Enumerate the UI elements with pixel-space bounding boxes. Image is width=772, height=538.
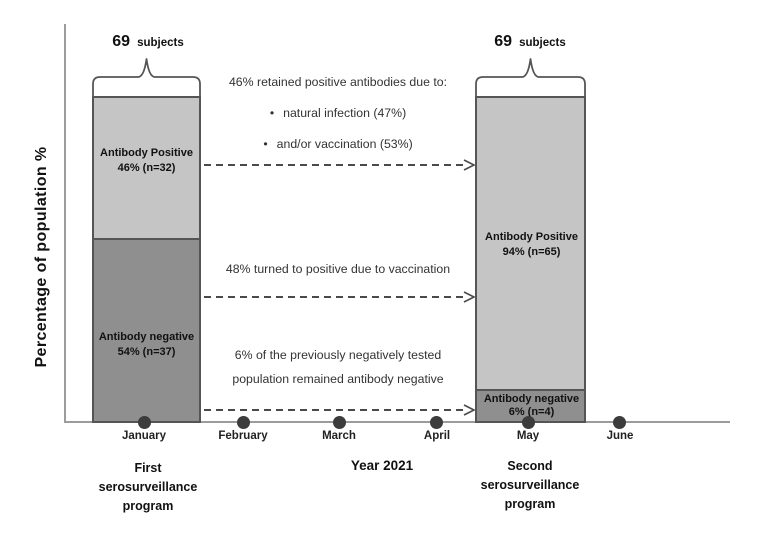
left-subjects-count: 69 <box>112 33 131 50</box>
second-survey-negative-label: Antibody negative 6% (n=4) <box>476 393 587 419</box>
left-brace-icon <box>92 58 201 97</box>
first-survey-positive-label: Antibody Positive 46% (n=32) <box>92 146 201 176</box>
annotation-retained-bullet-2: • and/or vaccination (53%) <box>202 137 474 151</box>
timeline-dot-january <box>138 416 151 429</box>
caption-line: serosurveillance <box>98 480 198 494</box>
second-survey-positive-segment <box>477 98 584 391</box>
annotation-remained-negative-line1: 6% of the previously negatively tested <box>234 348 442 362</box>
month-label-march: March <box>322 430 356 442</box>
caption-line: serosurveillance <box>480 478 580 492</box>
segment-label-text: Antibody negative <box>98 331 195 343</box>
annotation-remained-negative-line2: population remained antibody negative <box>232 372 444 386</box>
bullet-text: natural infection (47%) <box>283 106 407 120</box>
annotation-retained-bullet-1: • natural infection (47%) <box>202 106 474 120</box>
timeline-dot-march <box>333 416 346 429</box>
right-subjects-count: 69 <box>494 33 513 50</box>
caption-line: First <box>134 461 162 475</box>
segment-value-text: 6% (n=4) <box>508 406 555 418</box>
bullet-icon: • <box>269 106 275 120</box>
segment-label-text: Antibody Positive <box>485 231 578 243</box>
dashed-arrow-turned-positive <box>204 291 476 303</box>
first-survey-negative-segment <box>94 240 199 421</box>
x-axis-line <box>64 421 730 423</box>
segment-value-text: 94% (n=65) <box>502 246 561 258</box>
right-brace-icon <box>475 58 586 97</box>
caption-line: Second <box>507 459 553 473</box>
annotation-turned-positive: 48% turned to positive due to vaccinatio… <box>225 262 451 276</box>
timeline-dot-may <box>522 416 535 429</box>
segment-value-text: 54% (n=37) <box>117 346 176 358</box>
left-subjects-label: 69 subjects <box>92 33 204 51</box>
caption-line: program <box>504 497 556 511</box>
y-axis-line <box>64 24 66 423</box>
left-subjects-word: subjects <box>137 37 184 49</box>
year-label: Year 2021 <box>350 458 414 473</box>
second-survey-bar <box>475 96 586 423</box>
segment-label-text: Antibody Positive <box>100 147 193 159</box>
bullet-text: and/or vaccination (53%) <box>276 137 413 151</box>
right-subjects-label: 69 subjects <box>474 33 586 51</box>
month-label-february: February <box>218 430 268 442</box>
first-survey-bar <box>92 96 201 423</box>
segment-value-text: 46% (n=32) <box>117 162 176 174</box>
first-survey-negative-label: Antibody negative 54% (n=37) <box>92 330 201 360</box>
segment-label-text: Antibody negative <box>483 393 580 405</box>
second-survey-positive-label: Antibody Positive 94% (n=65) <box>476 230 587 260</box>
timeline-dot-february <box>237 416 250 429</box>
annotation-retained-title: 46% retained positive antibodies due to: <box>228 75 448 89</box>
bullet-icon: • <box>263 137 268 151</box>
right-subjects-word: subjects <box>519 37 566 49</box>
month-label-june: June <box>606 430 634 442</box>
timeline-dot-april <box>430 416 443 429</box>
dashed-arrow-remained-negative <box>204 404 476 416</box>
second-survey-caption: Second serosurveillance program <box>455 457 605 514</box>
caption-line: program <box>122 499 174 513</box>
month-label-january: January <box>121 430 167 442</box>
first-survey-positive-segment <box>94 98 199 240</box>
timeline-dot-june <box>613 416 626 429</box>
first-survey-caption: First serosurveillance program <box>73 459 223 516</box>
y-axis-label: Percentage of population % <box>33 146 50 368</box>
month-label-april: April <box>423 430 451 442</box>
month-label-may: May <box>516 430 540 442</box>
dashed-arrow-retained <box>204 159 476 171</box>
